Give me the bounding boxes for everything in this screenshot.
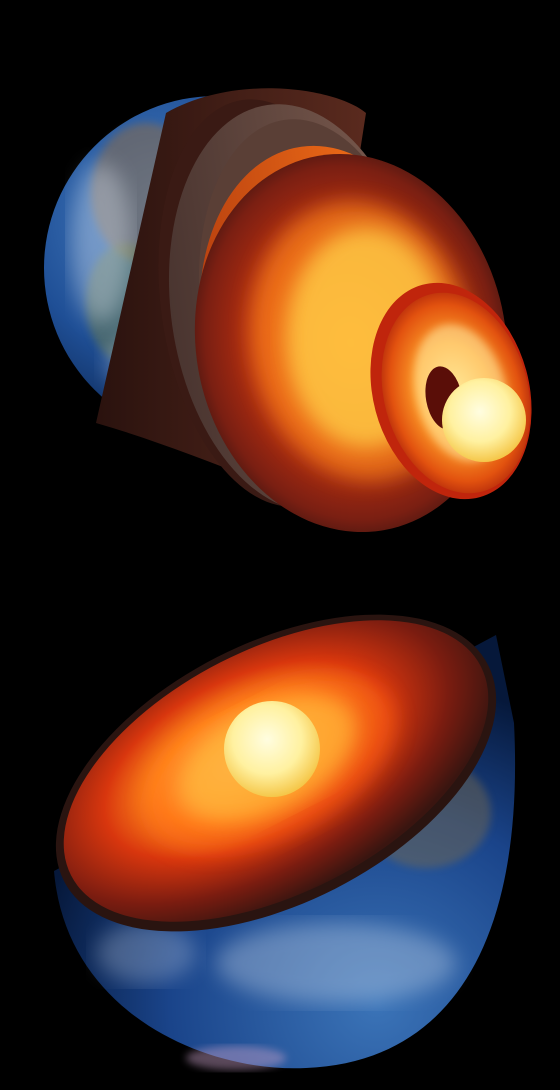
hemisphere-inner-core [224,701,320,797]
inner-core-sphere [442,378,526,462]
image-frame [6,3,554,1087]
exploded-earth [44,88,532,533]
earth-structure-illustration [44,88,532,1070]
earth-hemisphere [54,614,516,1070]
